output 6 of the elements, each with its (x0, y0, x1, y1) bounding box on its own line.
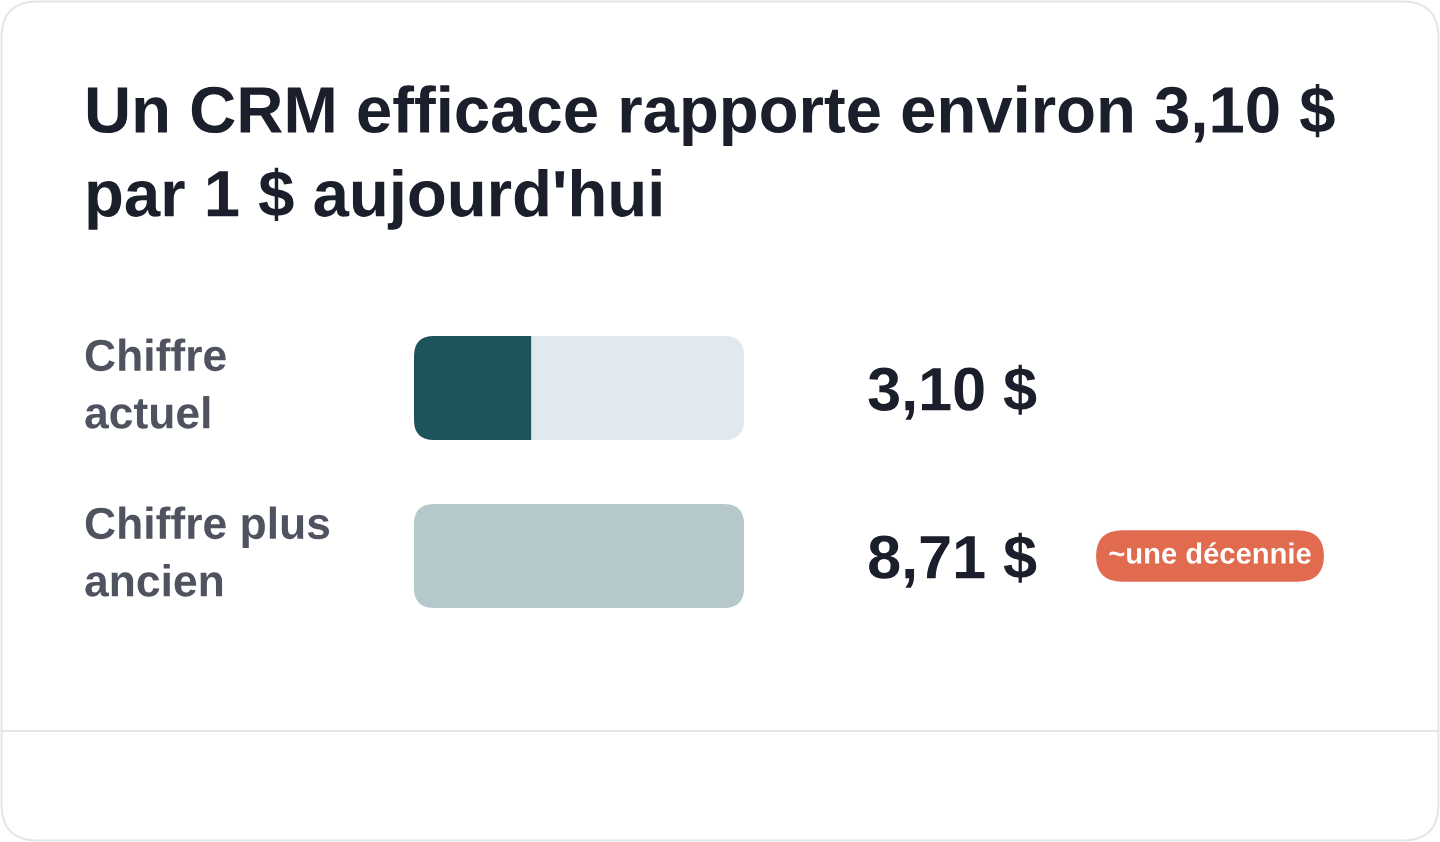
chart-title: Un CRM efficace rapporte environ 3,10 $ par 1 $ aujourd'hui (87, 84, 1335, 230)
data-label: 3,10 $ (868, 364, 1037, 420)
y-tick-label: Chiffre actuel (85, 338, 226, 429)
data-label: 8,71 $ (869, 532, 1037, 588)
text: ~une décennie (1109, 542, 1311, 564)
y-tick-label: Chiffre plus ancien (85, 506, 330, 597)
